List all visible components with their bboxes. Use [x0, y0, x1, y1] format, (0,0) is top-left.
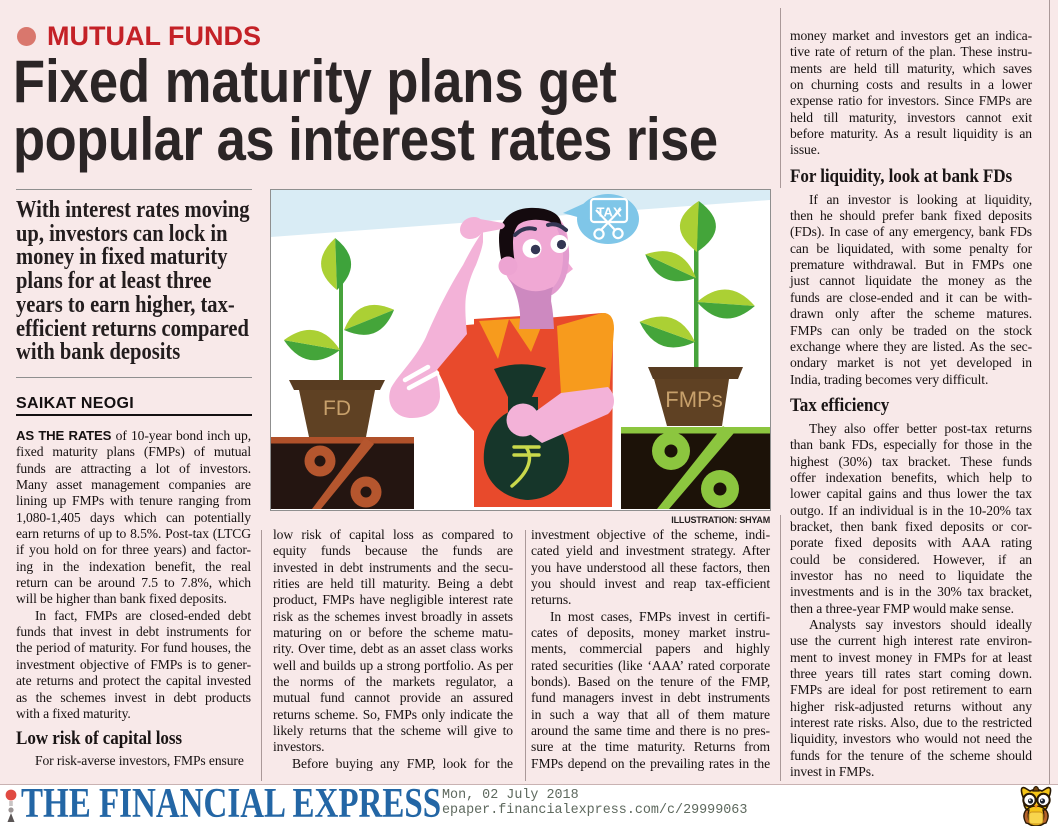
svg-text:FD: FD	[323, 397, 351, 420]
svg-text:FMPs: FMPs	[665, 387, 722, 412]
